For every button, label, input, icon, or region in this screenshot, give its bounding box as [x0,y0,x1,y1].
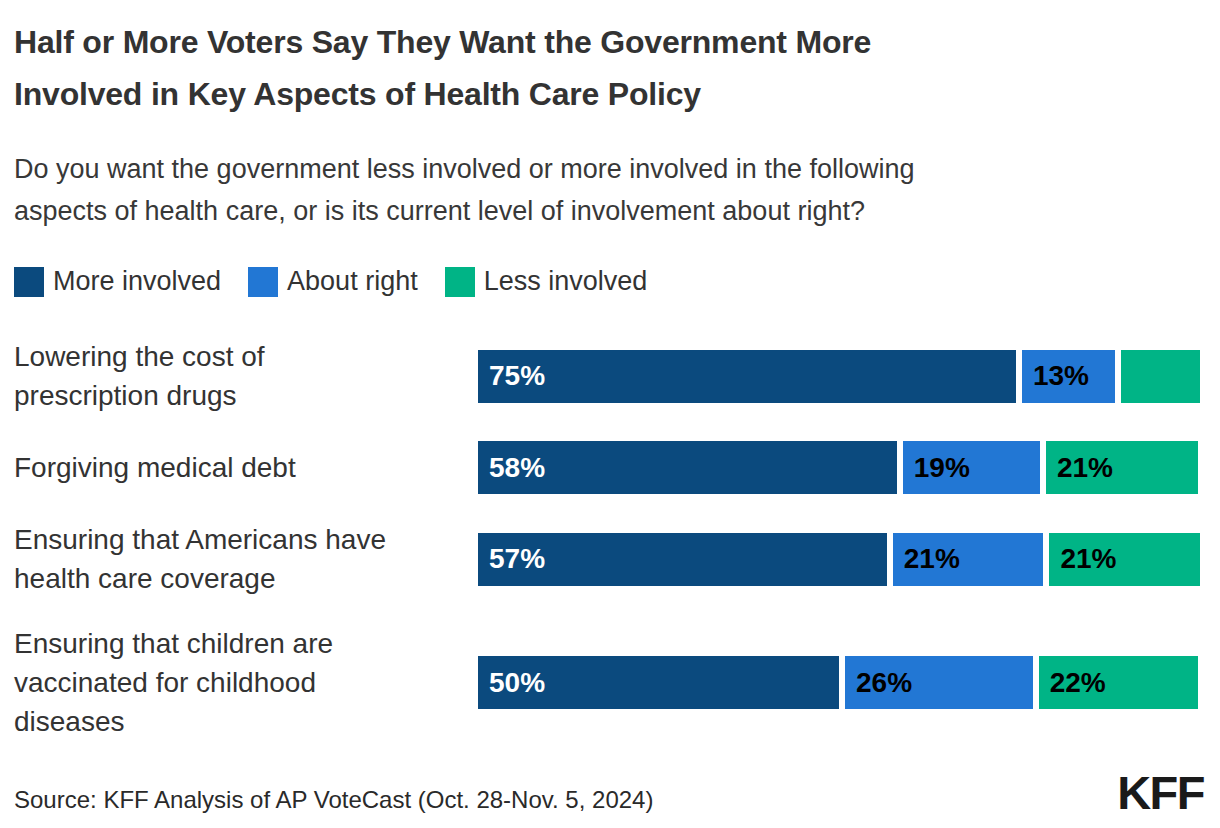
legend-label: Less involved [484,266,648,297]
bar-segment-less-involved [1121,350,1200,403]
bar-track: 75% 13% [478,350,1200,403]
bar-segment-about-right: 21% [893,533,1044,586]
bar-track: 58% 19% 21% [478,441,1200,494]
legend-item-about-right: About right [248,266,418,297]
category-label: Ensuring that Americans have health care… [14,520,478,598]
chart-row-prescription-drugs: Lowering the cost of prescription drugs … [14,337,1200,415]
chart-title: Half or More Voters Say They Want the Go… [14,16,1144,120]
kff-logo: KFF [1117,765,1204,820]
category-label: Forgiving medical debt [14,448,478,487]
source-note: Source: KFF Analysis of AP VoteCast (Oct… [14,786,653,814]
bar-value-label: 21% [893,543,960,575]
bar-segment-more-involved: 57% [478,533,887,586]
bar-value-label: 19% [903,452,970,484]
chart-row-medical-debt: Forgiving medical debt 58% 19% 21% [14,441,1200,494]
bar-value-label: 21% [1046,452,1113,484]
bar-segment-about-right: 13% [1022,350,1115,403]
bar-value-label: 58% [478,452,545,484]
bar-segment-less-involved: 21% [1046,441,1198,494]
bar-segment-more-involved: 50% [478,656,839,709]
bar-segment-more-involved: 75% [478,350,1016,403]
category-label: Lowering the cost of prescription drugs [14,337,478,415]
chart-page: Half or More Voters Say They Want the Go… [0,0,1220,828]
bar-track: 57% 21% 21% [478,533,1200,586]
legend-swatch-less-involved [445,267,475,297]
bar-value-label: 13% [1022,360,1089,392]
bar-value-label: 22% [1039,667,1106,699]
bar-value-label: 75% [478,360,545,392]
legend-item-more-involved: More involved [14,266,221,297]
legend-label: About right [287,266,418,297]
legend-swatch-more-involved [14,267,44,297]
bar-segment-less-involved: 22% [1039,656,1198,709]
bar-value-label: 57% [478,543,545,575]
chart-row-health-coverage: Ensuring that Americans have health care… [14,520,1200,598]
bar-value-label: 26% [845,667,912,699]
legend-swatch-about-right [248,267,278,297]
bar-segment-about-right: 26% [845,656,1033,709]
bar-chart: Lowering the cost of prescription drugs … [14,337,1200,741]
bar-segment-less-involved: 21% [1049,533,1200,586]
bar-track: 50% 26% 22% [478,656,1200,709]
category-label: Ensuring that children are vaccinated fo… [14,624,478,741]
bar-segment-more-involved: 58% [478,441,897,494]
chart-subtitle: Do you want the government less involved… [14,148,1174,232]
legend-item-less-involved: Less involved [445,266,648,297]
bar-value-label: 21% [1049,543,1116,575]
chart-row-child-vaccination: Ensuring that children are vaccinated fo… [14,624,1200,741]
legend-label: More involved [53,266,221,297]
bar-value-label: 50% [478,667,545,699]
legend: More involved About right Less involved [14,266,1200,297]
bar-segment-about-right: 19% [903,441,1040,494]
